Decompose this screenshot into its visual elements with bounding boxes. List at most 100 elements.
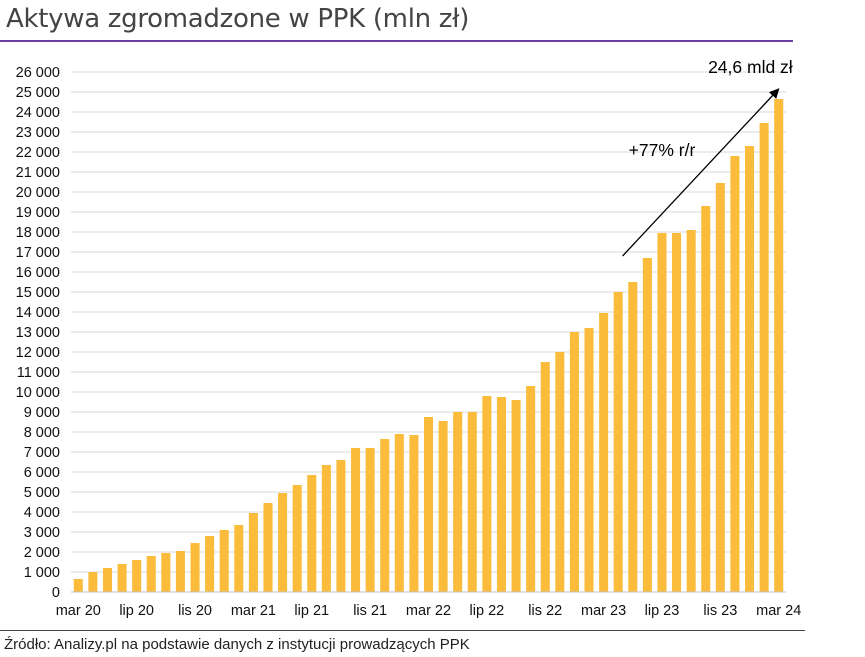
- x-tick-label: mar 23: [581, 603, 626, 619]
- bar: [248, 513, 258, 592]
- x-tick-label: lip 20: [119, 603, 154, 619]
- bar: [205, 536, 215, 592]
- y-tick-label: 15 000: [16, 285, 60, 301]
- bar: [394, 434, 404, 592]
- chart-title: Aktywa zgromadzone w PPK (mln zł): [6, 4, 470, 34]
- bar: [321, 465, 331, 592]
- bar: [175, 551, 185, 592]
- y-tick-label: 16 000: [16, 265, 60, 281]
- x-tick-label: lis 20: [178, 603, 212, 619]
- source-note: Źródło: Analizy.pl na podstawie danych z…: [4, 636, 470, 653]
- bar: [511, 400, 521, 592]
- y-tick-label: 13 000: [16, 325, 60, 341]
- bar: [730, 156, 740, 592]
- bar: [190, 543, 200, 592]
- y-tick-label: 5 000: [24, 485, 60, 501]
- total-annotation: 24,6 mld zł: [708, 57, 793, 77]
- bar: [380, 439, 390, 592]
- x-tick-label: lip 22: [470, 603, 505, 619]
- bar: [482, 396, 492, 592]
- y-tick-label: 9 000: [24, 405, 60, 421]
- bar-chart: 0 1 000 2 000 3 000 4 000 5 000 6 000 7 000 8 00…: [16, 57, 802, 619]
- bar: [672, 233, 682, 592]
- bar: [292, 485, 302, 592]
- bar: [423, 417, 434, 592]
- x-tick-label: mar 24: [756, 603, 801, 619]
- y-tick-label: 18 000: [16, 225, 60, 241]
- bar: [219, 530, 229, 592]
- x-axis-tick-labels: mar 20 lip 20 lis 20 mar 21 lip 21 lis 21 mar …: [56, 603, 802, 619]
- bar: [613, 292, 623, 592]
- bar: [628, 282, 638, 592]
- y-tick-label: 10 000: [16, 385, 60, 401]
- x-tick-label: mar 22: [406, 603, 451, 619]
- bar: [759, 123, 769, 592]
- y-tick-label: 14 000: [16, 305, 60, 321]
- y-tick-label: 21 000: [16, 165, 60, 181]
- bar: [146, 556, 156, 592]
- bar: [642, 258, 652, 592]
- trend-arrow: [622, 88, 780, 257]
- y-tick-label: 22 000: [16, 145, 60, 161]
- y-axis-tick-labels: 0 1 000 2 000 3 000 4 000 5 000 6 000 7 000 8 00…: [16, 65, 60, 601]
- gridlines: [71, 71, 786, 573]
- title-underline: [0, 40, 793, 42]
- bar: [365, 448, 375, 592]
- growth-annotation: +77% r/r: [629, 140, 696, 160]
- x-tick-label: lip 21: [294, 603, 329, 619]
- bar: [467, 412, 477, 592]
- bar: [744, 146, 755, 592]
- y-tick-label: 20 000: [16, 185, 60, 201]
- bar: [88, 572, 98, 592]
- bar: [73, 579, 83, 592]
- bar: [307, 475, 317, 592]
- bar: [263, 503, 273, 592]
- bar: [496, 397, 506, 592]
- y-tick-label: 2 000: [24, 545, 60, 561]
- bar: [599, 313, 609, 592]
- bar: [569, 332, 579, 592]
- bar: [715, 183, 725, 592]
- bar: [657, 233, 667, 592]
- source-divider: [0, 630, 805, 631]
- bar: [132, 560, 142, 592]
- y-tick-label: 3 000: [24, 525, 60, 541]
- y-tick-label: 6 000: [24, 465, 60, 481]
- bar: [526, 386, 536, 592]
- bar: [555, 352, 565, 592]
- y-tick-label: 17 000: [16, 245, 60, 261]
- y-tick-label: 11 000: [17, 365, 60, 381]
- y-tick-label: 24 000: [16, 105, 60, 121]
- y-tick-label: 23 000: [16, 125, 60, 141]
- bars: [73, 99, 784, 592]
- bar: [161, 553, 171, 592]
- y-tick-label: 26 000: [16, 65, 60, 81]
- bar: [336, 460, 346, 592]
- bar: [351, 448, 361, 592]
- y-tick-label: 4 000: [24, 505, 60, 521]
- bar: [102, 568, 113, 592]
- x-tick-label: lis 21: [353, 603, 387, 619]
- y-tick-label: 12 000: [16, 345, 60, 361]
- x-tick-label: lis 23: [703, 603, 737, 619]
- y-tick-label: 0: [52, 585, 60, 601]
- bar: [540, 362, 550, 592]
- bar: [438, 421, 448, 592]
- bar: [701, 206, 711, 592]
- bar: [278, 493, 288, 592]
- bar: [409, 435, 419, 592]
- x-tick-label: lip 23: [645, 603, 680, 619]
- annotations: 24,6 mld zł +77% r/r: [622, 57, 793, 257]
- bar: [686, 230, 696, 592]
- bar: [584, 328, 594, 592]
- x-tick-label: lis 22: [528, 603, 562, 619]
- bar: [774, 99, 784, 592]
- bar: [117, 564, 127, 592]
- y-tick-label: 7 000: [24, 445, 60, 461]
- bar: [453, 412, 463, 592]
- x-tick-label: mar 20: [56, 603, 101, 619]
- y-tick-label: 1 000: [24, 565, 60, 581]
- y-tick-label: 8 000: [24, 425, 60, 441]
- y-tick-label: 19 000: [16, 205, 60, 221]
- y-tick-label: 25 000: [16, 85, 60, 101]
